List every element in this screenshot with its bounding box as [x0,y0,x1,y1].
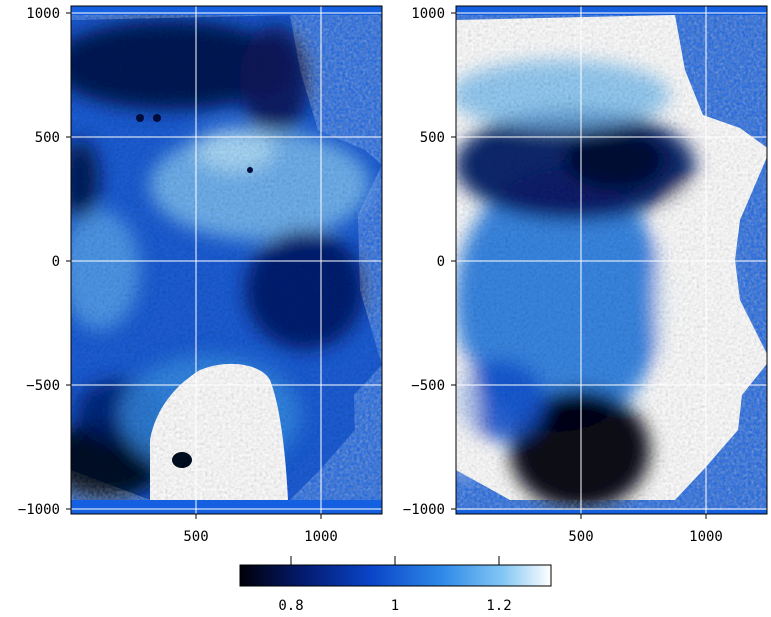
right-light-upper-ring [456,60,670,130]
left-dark-knot [172,452,192,468]
left-light-left-lobe [71,210,140,330]
right-y-tick-label: 500 [420,130,445,146]
right-grid [456,6,767,514]
left-x-tick-label: 500 [183,529,208,545]
left-dark-left-edge [71,140,100,220]
colorbar-gradient [239,564,552,587]
right-plot-frame [455,5,768,515]
right-mid-lower-left [456,360,545,440]
left-dark-right-patch [245,230,365,350]
left-dark-dot-c [247,167,253,173]
right-dark-lower-core [510,390,650,510]
left-y-tick-label: −1000 [18,502,60,518]
colorbar-ticks [290,556,500,565]
right-y-ticks [451,12,456,510]
colorbar-tick-label: 1.2 [486,598,511,614]
right-x-tick-label: 500 [568,529,593,545]
left-dark-upper-band [71,20,290,110]
left-y-tick-label: −500 [26,378,60,394]
left-y-tick-label: 1000 [26,6,60,22]
left-x-tick-label: 1000 [304,529,338,545]
left-y-ticks [66,12,71,510]
left-y-tick-label: 0 [52,254,60,270]
right-y-tick-label: 1000 [411,6,445,22]
right-heatmap-image [456,15,767,510]
left-grid [71,6,382,514]
right-y-tick-label: −1000 [403,502,445,518]
right-x-ticks [580,514,707,519]
left-dark-upper-right [240,25,310,135]
right-x-tick-label: 1000 [689,529,723,545]
left-plot-frame [70,5,383,515]
right-light-left-fringe [456,360,478,480]
left-heatmap-panel: 1000 500 0 −500 −1000 500 1000 [18,5,383,545]
left-y-tick-label: 500 [35,130,60,146]
colorbar-tick-label: 1 [391,598,399,614]
left-x-ticks [195,514,322,519]
right-y-tick-label: −500 [411,378,445,394]
right-light-right-fringe [655,190,725,410]
colorbar-tick-label: 0.8 [278,598,303,614]
right-heatmap-panel: 1000 500 0 −500 −1000 500 1000 [403,5,768,545]
left-dark-dot-a [136,114,144,122]
right-dark-core-upper [565,130,665,190]
left-heatmap-image [71,15,382,500]
colorbar: 0.8 1 1.2 [239,556,552,614]
left-bright-spot [195,128,275,172]
right-y-tick-label: 0 [437,254,445,270]
left-dark-dot-b [153,114,161,122]
